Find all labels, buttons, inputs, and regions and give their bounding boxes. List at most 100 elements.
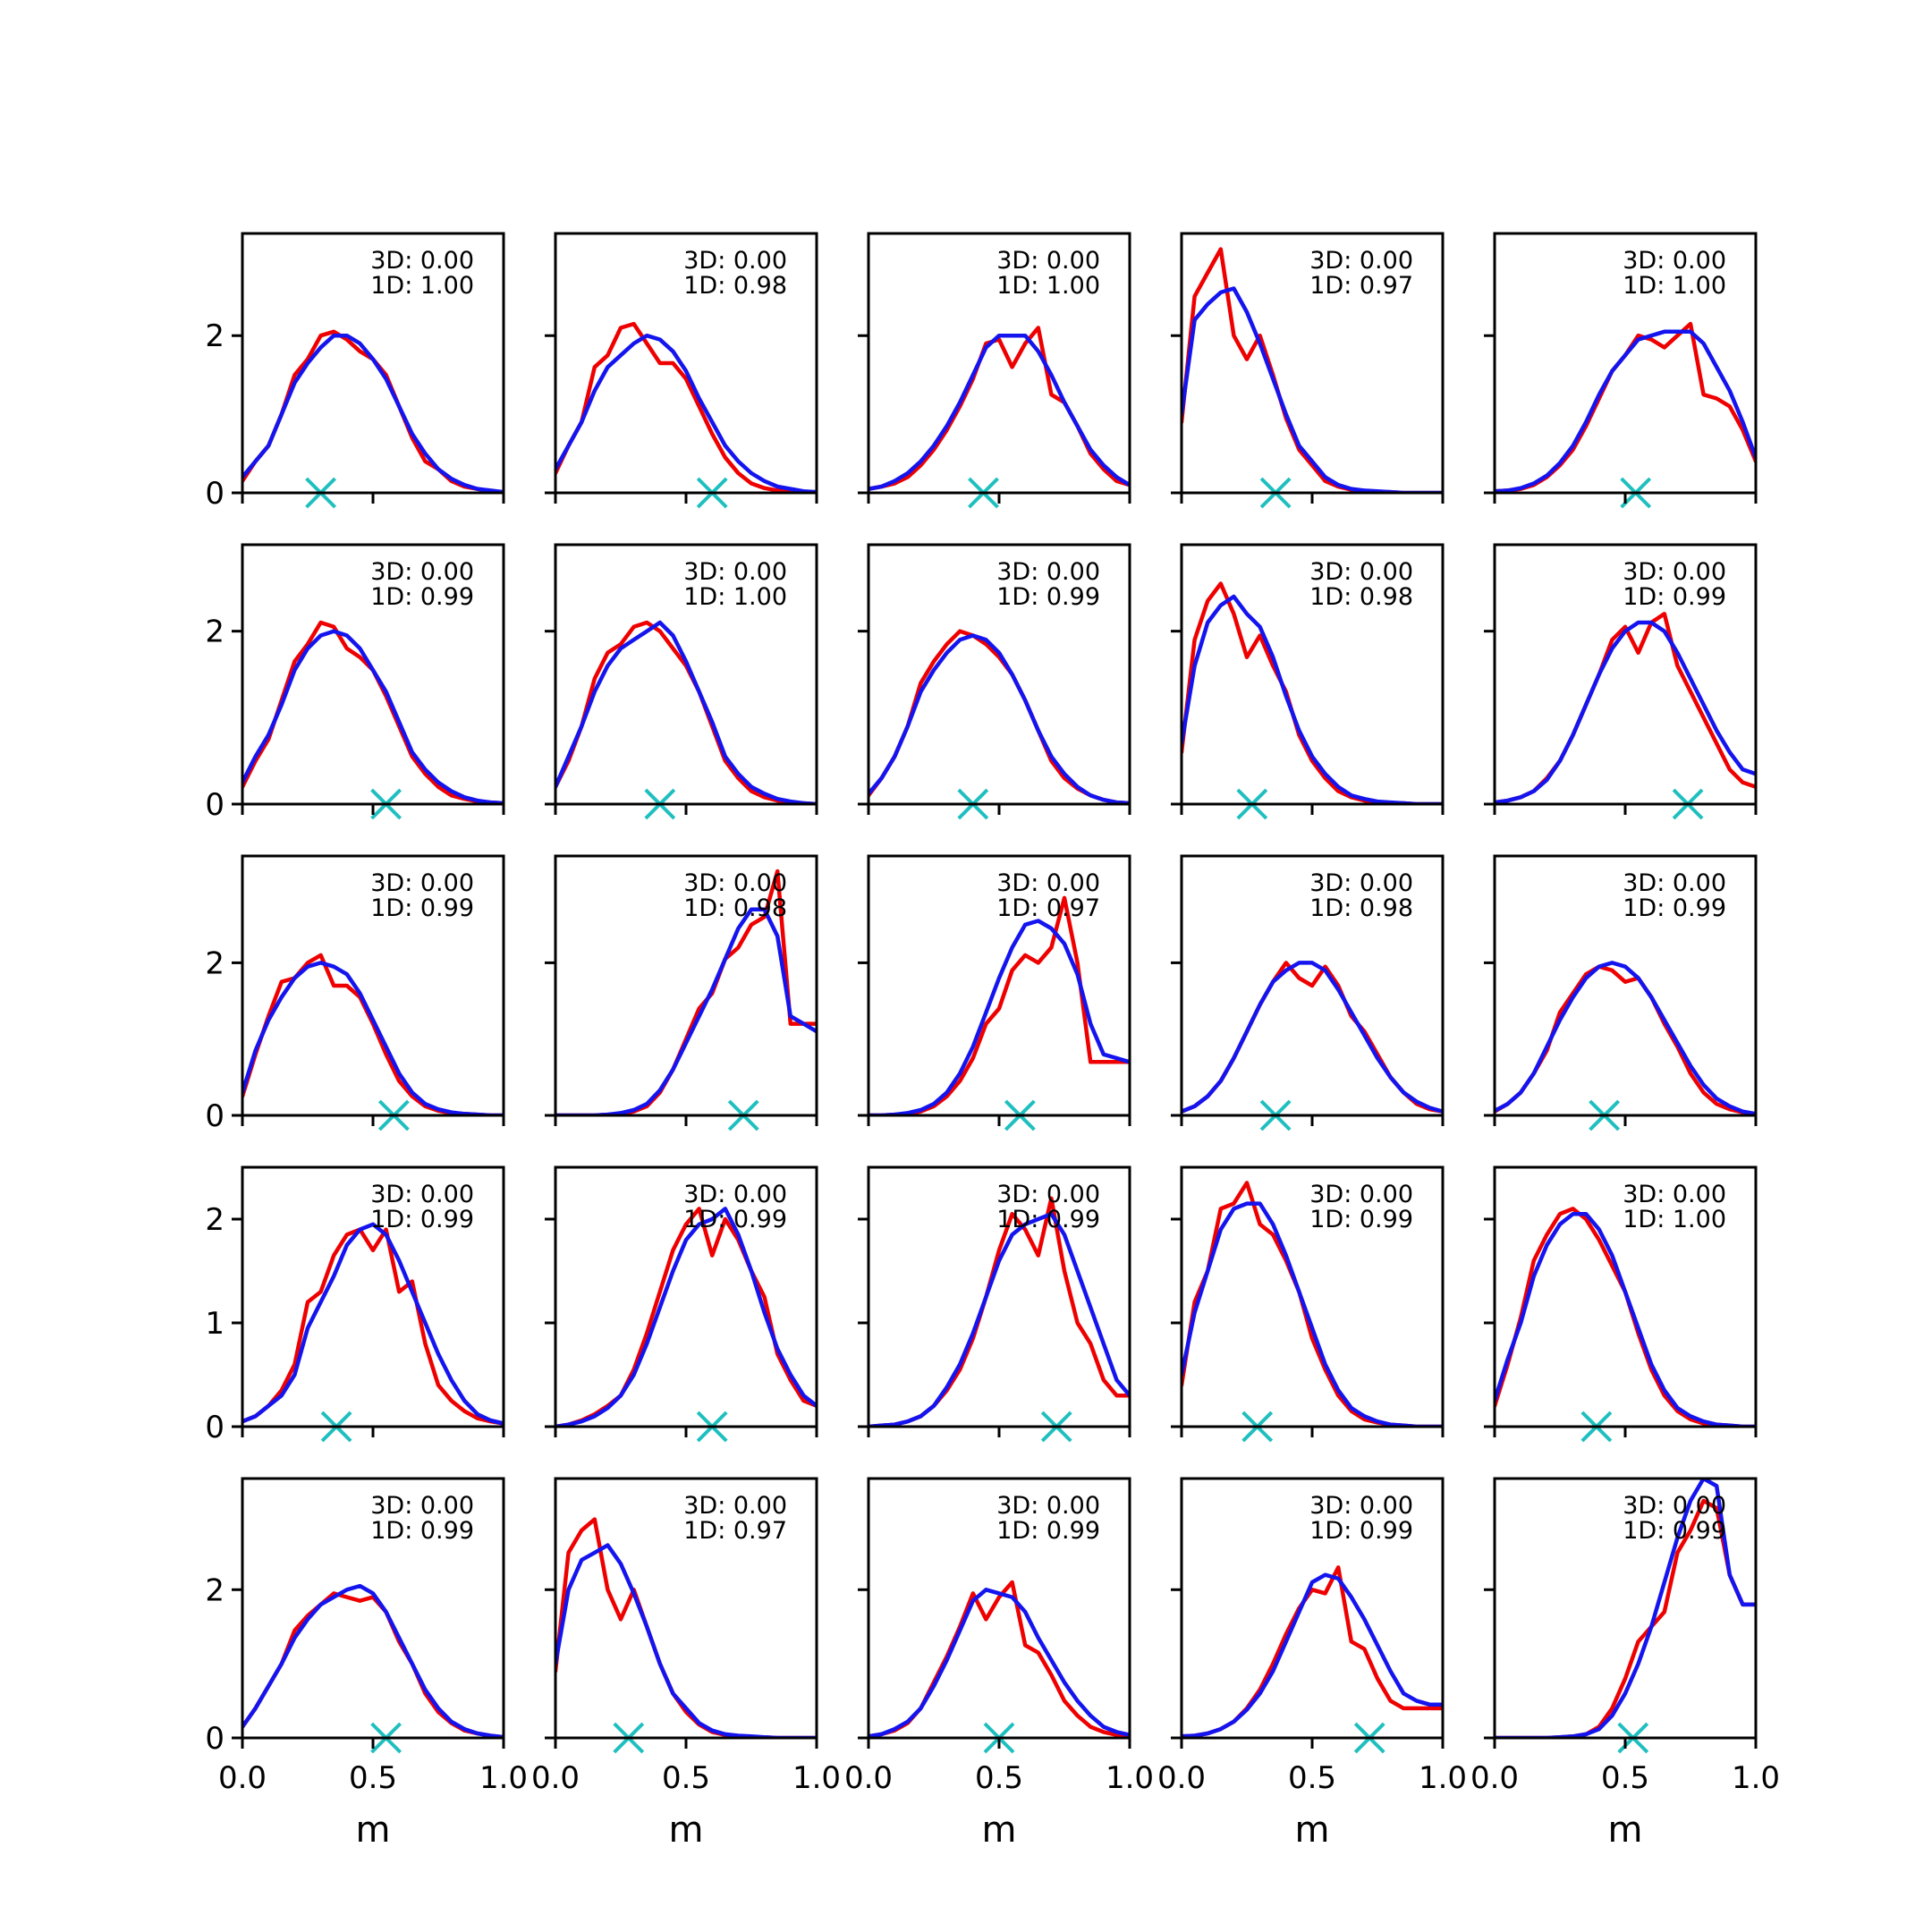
blue-density-curve: [242, 1222, 504, 1426]
blue-density-curve: [242, 1583, 504, 1738]
annotation-3d: 3D: 0.00: [996, 1492, 1100, 1520]
annotation-1d: 1D: 0.99: [996, 1206, 1100, 1233]
red-density-curve: [869, 629, 1130, 804]
plot-area: [1182, 1181, 1443, 1427]
blue-density-curve: [1495, 1479, 1756, 1738]
annotation-1d: 1D: 0.99: [1623, 894, 1726, 922]
red-density-curve: [242, 953, 504, 1115]
annotation-3d: 3D: 0.00: [1309, 558, 1413, 586]
x-tick-label: 1.0: [1732, 1760, 1780, 1796]
blue-density-curve: [1495, 620, 1756, 804]
x-tick-label: 1.0: [792, 1760, 841, 1796]
blue-density-curve: [869, 1588, 1130, 1738]
annotation-3d: 3D: 0.00: [1623, 558, 1726, 586]
red-density-curve: [242, 1227, 504, 1426]
annotation-1d: 1D: 0.99: [1309, 1206, 1413, 1233]
blue-density-curve: [555, 620, 817, 804]
red-density-curve: [242, 620, 504, 804]
y-tick-label: 0: [205, 787, 225, 823]
plot-area: [1495, 1207, 1756, 1427]
x-axis-label: m: [1295, 1809, 1330, 1851]
plot-area: [555, 321, 817, 493]
annotation-3d: 3D: 0.00: [1623, 869, 1726, 897]
annotation-1d: 1D: 0.99: [996, 583, 1100, 611]
annotation-3d: 3D: 0.00: [1623, 1492, 1726, 1520]
x-axis-label: m: [356, 1809, 391, 1851]
x-tick-label: 1.0: [1419, 1760, 1467, 1796]
blue-density-curve: [869, 919, 1130, 1115]
annotation-1d: 1D: 0.98: [683, 894, 787, 922]
blue-density-curve: [1495, 1211, 1756, 1427]
x-tick-label: 0.5: [349, 1760, 397, 1796]
plot-area: [1182, 961, 1443, 1114]
blue-density-curve: [1182, 1572, 1443, 1738]
annotation-3d: 3D: 0.00: [683, 1181, 787, 1208]
annotation-3d: 3D: 0.00: [370, 247, 474, 275]
red-density-curve: [1495, 1207, 1756, 1427]
annotation-1d: 1D: 0.99: [370, 1517, 474, 1545]
plot-area: [242, 953, 504, 1115]
x-axis-label: m: [669, 1809, 704, 1851]
x-tick-label: 0.0: [844, 1760, 893, 1796]
annotation-3d: 3D: 0.00: [996, 247, 1100, 275]
plot-area: [1495, 612, 1756, 804]
annotation-1d: 1D: 0.97: [1309, 272, 1413, 300]
y-tick-label: 2: [205, 945, 225, 981]
annotation-3d: 3D: 0.00: [1309, 247, 1413, 275]
annotation-3d: 3D: 0.00: [1309, 1492, 1413, 1520]
x-tick-label: 1.0: [479, 1760, 528, 1796]
blue-density-curve: [869, 333, 1130, 491]
blue-density-curve: [555, 1207, 817, 1427]
annotation-1d: 1D: 0.98: [683, 272, 787, 300]
x-tick-label: 0.0: [1157, 1760, 1206, 1796]
plot-area: [869, 1580, 1130, 1738]
annotation-1d: 1D: 0.98: [1309, 583, 1413, 611]
annotation-3d: 3D: 0.00: [683, 247, 787, 275]
plot-area: [869, 1196, 1130, 1427]
red-density-curve: [1495, 964, 1756, 1115]
blue-density-curve: [555, 333, 817, 493]
y-tick-label: 2: [205, 614, 225, 650]
blue-density-curve: [1182, 961, 1443, 1114]
x-tick-label: 0.5: [662, 1760, 710, 1796]
plot-area: [869, 895, 1130, 1115]
x-axis-label: m: [1608, 1809, 1643, 1851]
plot-area: [1182, 1565, 1443, 1738]
y-tick-label: 2: [205, 1572, 225, 1608]
annotation-1d: 1D: 0.99: [370, 1206, 474, 1233]
annotation-1d: 1D: 0.99: [996, 1517, 1100, 1545]
annotation-3d: 3D: 0.00: [996, 1181, 1100, 1208]
blue-density-curve: [869, 633, 1130, 804]
annotation-1d: 1D: 1.00: [1623, 1206, 1726, 1233]
x-tick-label: 0.5: [1601, 1760, 1649, 1796]
plot-area: [869, 629, 1130, 804]
blue-density-curve: [242, 961, 504, 1115]
annotation-1d: 1D: 1.00: [683, 583, 787, 611]
annotation-3d: 3D: 0.00: [1623, 1181, 1726, 1208]
red-density-curve: [869, 895, 1130, 1115]
annotation-3d: 3D: 0.00: [683, 558, 787, 586]
y-tick-label: 0: [205, 1098, 225, 1134]
plot-area: [1495, 321, 1756, 493]
red-density-curve: [1495, 1498, 1756, 1738]
annotation-3d: 3D: 0.00: [370, 869, 474, 897]
annotation-3d: 3D: 0.00: [370, 558, 474, 586]
blue-density-curve: [1495, 329, 1756, 493]
